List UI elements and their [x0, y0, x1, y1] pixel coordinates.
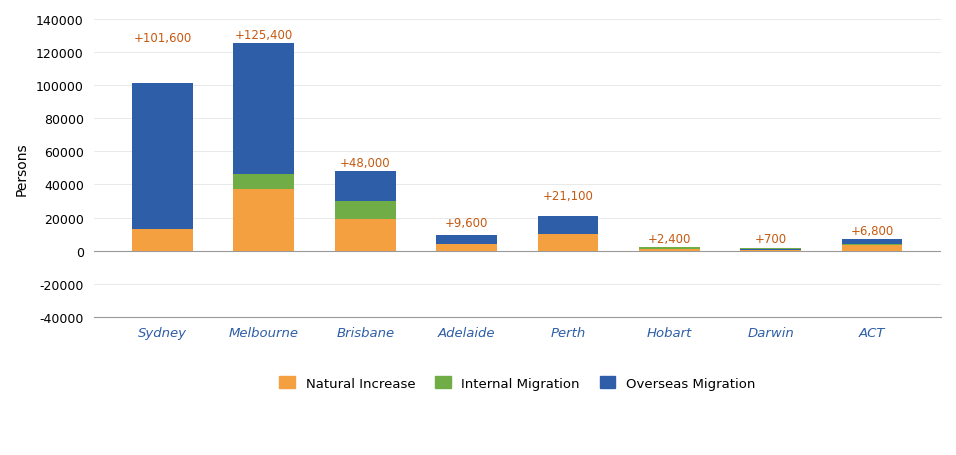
Y-axis label: Persons: Persons: [15, 142, 29, 195]
Bar: [335, 220, 396, 251]
Bar: [233, 44, 294, 175]
Bar: [132, 193, 193, 230]
Bar: [537, 223, 598, 251]
Text: +125,400: +125,400: [235, 29, 293, 42]
Bar: [740, 248, 801, 251]
Bar: [436, 241, 497, 244]
Text: +101,600: +101,600: [133, 32, 191, 45]
Bar: [639, 248, 700, 249]
Bar: [132, 83, 193, 230]
Text: +48,000: +48,000: [340, 157, 391, 170]
Bar: [639, 249, 700, 251]
Bar: [740, 250, 801, 251]
Bar: [335, 172, 396, 202]
Bar: [639, 247, 700, 248]
Bar: [233, 190, 294, 251]
Bar: [335, 202, 396, 220]
Bar: [537, 216, 598, 234]
Legend: Natural Increase, Internal Migration, Overseas Migration: Natural Increase, Internal Migration, Ov…: [273, 371, 761, 395]
Bar: [841, 240, 902, 245]
Bar: [436, 235, 497, 244]
Text: +9,600: +9,600: [445, 217, 489, 230]
Text: +700: +700: [754, 233, 787, 245]
Bar: [132, 193, 193, 251]
Text: +2,400: +2,400: [647, 232, 691, 245]
Bar: [740, 248, 801, 251]
Text: +21,100: +21,100: [542, 190, 594, 202]
Text: +6,800: +6,800: [851, 225, 894, 238]
Bar: [841, 245, 902, 246]
Bar: [436, 241, 497, 251]
Bar: [537, 223, 598, 234]
Bar: [841, 246, 902, 251]
Bar: [233, 175, 294, 190]
